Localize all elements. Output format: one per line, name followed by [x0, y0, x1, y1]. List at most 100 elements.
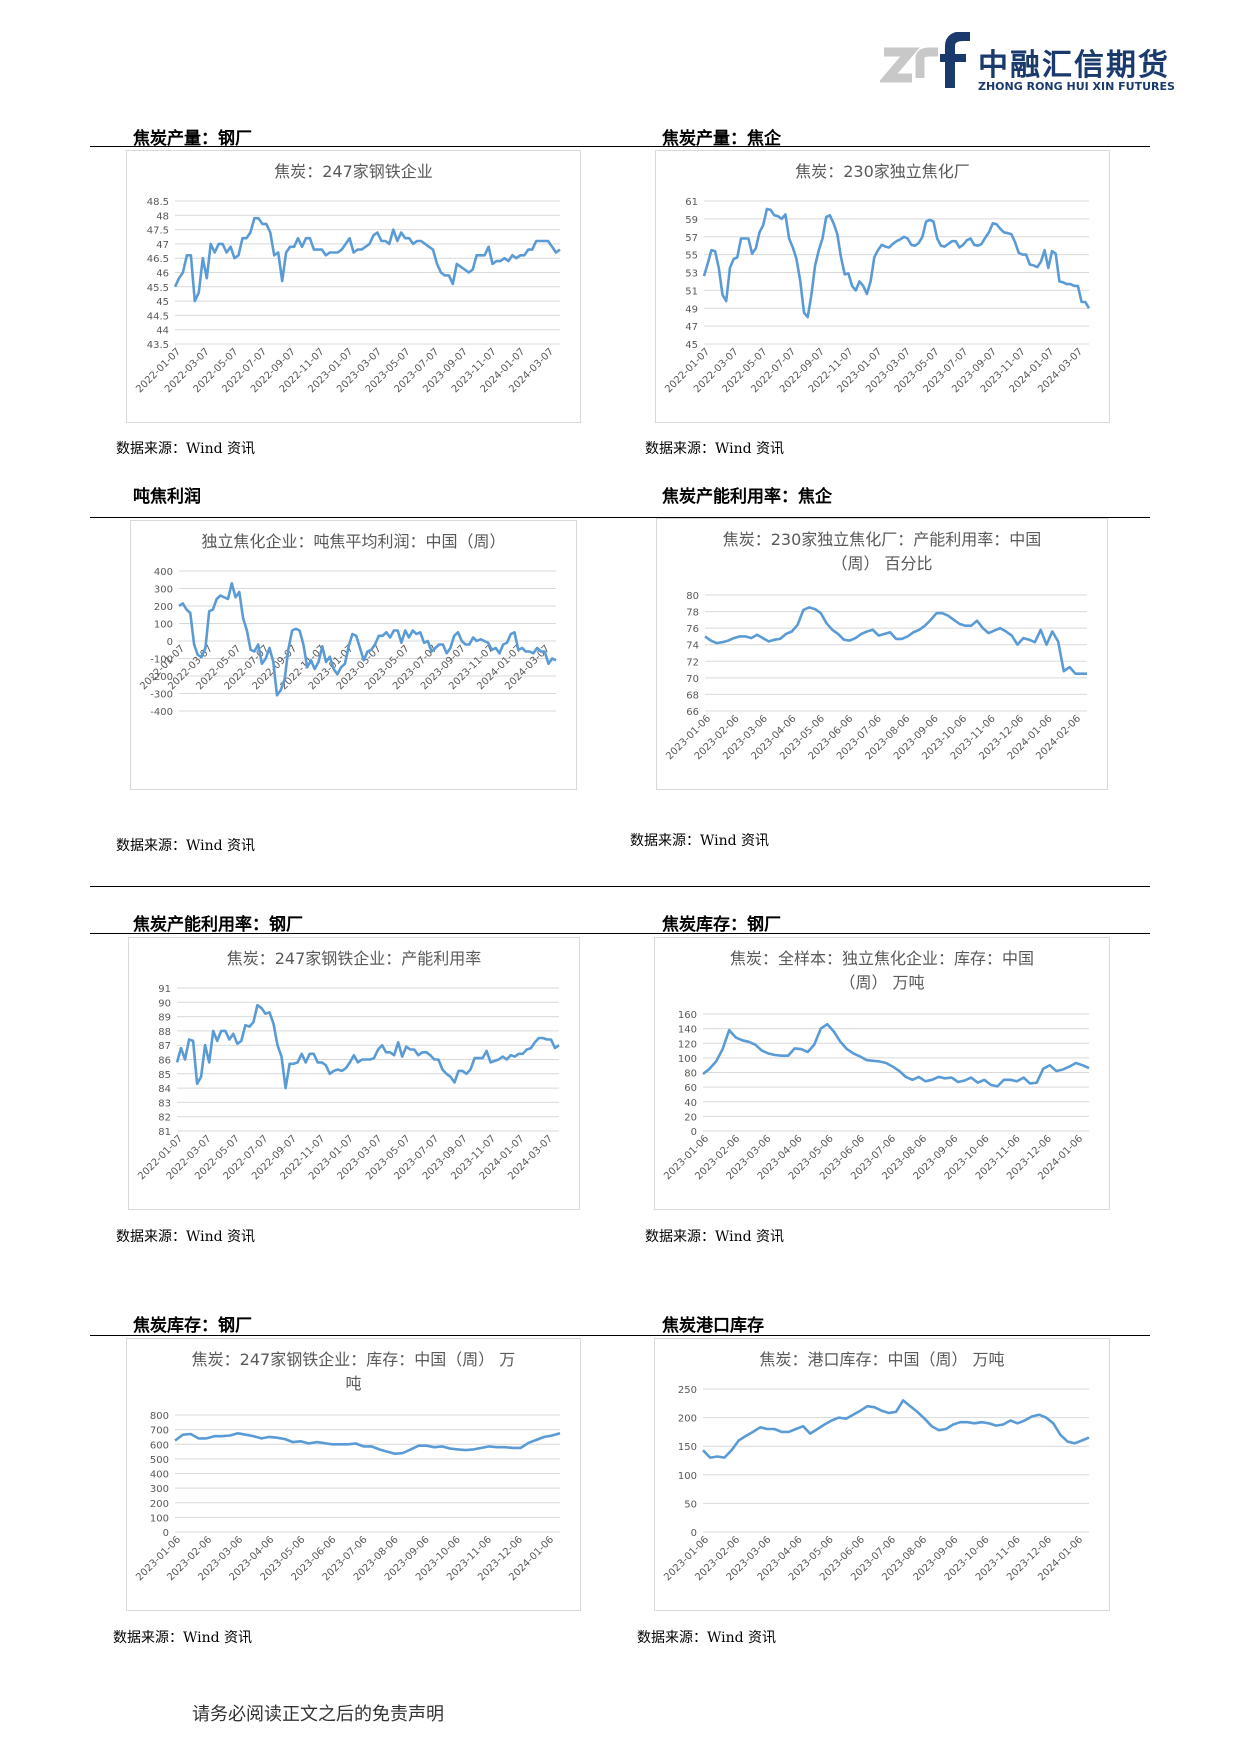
- chart-inventory-coking-plants: 焦炭：全样本：独立焦化企业：库存：中国 （周） 万吨 0 20 40 60 80 100 120…: [654, 937, 1110, 1210]
- y-tick-label: 90: [158, 998, 171, 1009]
- section-title: 焦炭产能利用率：焦企: [662, 487, 832, 507]
- section-title: 焦炭产量：钢厂: [133, 129, 252, 149]
- y-tick-label: 51: [685, 286, 698, 297]
- y-tick-label: 140: [678, 1025, 697, 1036]
- y-tick-label: 45: [685, 340, 698, 351]
- y-tick-label: 84: [158, 1084, 171, 1095]
- y-tick-label: 70: [686, 674, 699, 685]
- section-title: 焦炭产能利用率：钢厂: [133, 915, 303, 935]
- data-source-note: 数据来源：Wind 资讯: [630, 833, 770, 849]
- y-tick-label: 47.5: [147, 226, 169, 237]
- y-tick-label: 200: [150, 1499, 169, 1510]
- y-tick-label: 47: [156, 240, 169, 251]
- y-tick-label: 60: [684, 1083, 697, 1094]
- data-source-note: 数据来源：Wind 资讯: [645, 1229, 785, 1245]
- y-tick-label: 55: [685, 251, 698, 262]
- series-line: [174, 1432, 561, 1456]
- y-tick-label: -400: [150, 707, 173, 718]
- chart-title: 焦炭：港口库存：中国（周） 万吨: [759, 1350, 1004, 1369]
- chart-capacity-utilization-coking-plants: 焦炭：230家独立焦化厂：产能利用率：中国 （周） 百分比 66 68 70 72 74 76…: [656, 518, 1108, 790]
- y-tick-label: 120: [678, 1039, 697, 1050]
- y-tick-label: 700: [150, 1426, 169, 1437]
- y-tick-label: 44: [156, 326, 169, 337]
- chart-title: （周） 万吨: [839, 973, 924, 992]
- y-tick-label: 80: [684, 1069, 697, 1080]
- chart-title: 焦炭：230家独立焦化厂：产能利用率：中国: [723, 530, 1042, 549]
- y-tick-label: 800: [150, 1411, 169, 1422]
- section-divider: [90, 933, 1150, 934]
- line-chart-svg: 独立焦化企业：吨焦平均利润：中国（周） -400 -300 -200 -100 0 100 2…: [138, 532, 557, 718]
- data-source-note: 数据来源：Wind 资讯: [113, 1630, 253, 1646]
- y-tick-label: 400: [150, 1470, 169, 1481]
- y-tick-label: 100: [150, 1513, 169, 1524]
- line-chart-svg: 焦炭：230家独立焦化厂：产能利用率：中国 （周） 百分比 66 68 70 72 74 76…: [664, 530, 1087, 762]
- y-tick-label: 0: [167, 637, 173, 648]
- y-tick-label: 20: [684, 1112, 697, 1123]
- series-line: [702, 207, 1091, 319]
- data-source-note: 数据来源：Wind 资讯: [637, 1630, 777, 1646]
- y-tick-label: 43.5: [147, 340, 169, 351]
- y-tick-label: 45: [156, 297, 169, 308]
- chart-title: 焦炭：230家独立焦化厂: [795, 162, 970, 181]
- series-line: [173, 216, 561, 303]
- y-tick-label: 160: [678, 1010, 697, 1021]
- zrf-logo-mark-icon: [880, 32, 970, 88]
- y-tick-label: 0: [691, 1528, 697, 1539]
- section-title: 吨焦利润: [133, 487, 201, 507]
- line-chart-svg: 焦炭：247家钢铁企业：库存：中国（周） 万吨 0 100 200 300 400 500 6…: [134, 1350, 561, 1583]
- data-source-note: 数据来源：Wind 资讯: [645, 441, 785, 457]
- series-line: [702, 1399, 1090, 1459]
- y-tick-label: 200: [154, 602, 173, 613]
- y-tick-label: 0: [691, 1127, 697, 1138]
- chart-coke-output-steel-mills: 焦炭：247家钢铁企业 43.5 44 44.5 45 45.5 46 46.5 47 47.5 4…: [126, 150, 581, 423]
- section-title: 焦炭港口库存: [662, 1316, 764, 1336]
- y-tick-label: 500: [150, 1455, 169, 1466]
- y-tick-label: -100: [150, 655, 173, 666]
- y-tick-label: 47: [685, 322, 698, 333]
- y-tick-label: 68: [686, 690, 699, 701]
- logo-chinese-name: 中融汇信期货: [978, 48, 1170, 83]
- y-tick-label: 74: [686, 641, 699, 652]
- chart-title: 焦炭：247家钢铁企业：产能利用率: [227, 949, 482, 968]
- y-tick-label: 45.5: [147, 283, 169, 294]
- data-source-note: 数据来源：Wind 资讯: [116, 1229, 256, 1245]
- section-title: 焦炭产量：焦企: [662, 129, 781, 149]
- y-tick-label: 72: [686, 657, 699, 668]
- chart-inventory-steel-mills: 焦炭：247家钢铁企业：库存：中国（周） 万吨 0 100 200 300 400 500 6…: [126, 1338, 581, 1611]
- y-tick-label: 300: [150, 1484, 169, 1495]
- data-source-note: 数据来源：Wind 资讯: [116, 838, 256, 854]
- y-tick-label: 66: [686, 707, 699, 718]
- line-chart-svg: 焦炭：港口库存：中国（周） 万吨0501001502002502023-01-0…: [662, 1350, 1090, 1583]
- y-tick-label: 91: [158, 984, 171, 995]
- y-tick-label: 0: [163, 1528, 169, 1539]
- chart-title: 吨: [345, 1374, 361, 1393]
- y-tick-label: 100: [678, 1054, 697, 1065]
- section-divider: [90, 517, 1150, 518]
- data-source-note: 数据来源：Wind 资讯: [116, 441, 256, 457]
- section-divider: [90, 146, 1150, 147]
- disclaimer-footer: 请务必阅读正文之后的免责声明: [192, 1704, 444, 1725]
- y-tick-label: 44.5: [147, 311, 169, 322]
- y-tick-label: -200: [150, 672, 173, 683]
- y-tick-label: 89: [158, 1013, 171, 1024]
- y-tick-label: 600: [150, 1440, 169, 1451]
- y-tick-label: 85: [158, 1070, 171, 1081]
- y-tick-label: 400: [154, 567, 173, 578]
- y-tick-label: 83: [158, 1098, 171, 1109]
- chart-port-inventory: 焦炭：港口库存：中国（周） 万吨 0 50 100 150 200 250 2023-01-0…: [654, 1338, 1110, 1611]
- y-tick-label: 76: [686, 624, 699, 635]
- chart-capacity-utilization-steel-mills: 焦炭：247家钢铁企业：产能利用率 81 82 83 84 85 86 87 88 89 90 91 2…: [128, 937, 580, 1210]
- y-tick-label: 46.5: [147, 254, 169, 265]
- section-title: 焦炭库存：钢厂: [662, 915, 781, 935]
- y-tick-label: 78: [686, 608, 699, 619]
- line-chart-svg: 焦炭：247家钢铁企业 43.5 44 44.5 45 45.5 46 46.5 47 47.5 4…: [134, 162, 561, 395]
- line-chart-svg: 焦炭：230家独立焦化厂4547495153555759612022-01-07…: [663, 162, 1091, 395]
- y-tick-label: 48.5: [147, 197, 169, 208]
- section-title: 焦炭库存：钢厂: [133, 1316, 252, 1336]
- chart-title: 焦炭：全样本：独立焦化企业：库存：中国: [730, 949, 1034, 968]
- y-tick-label: 100: [154, 620, 173, 631]
- chart-title: 焦炭：247家钢铁企业: [274, 162, 433, 181]
- y-tick-label: 59: [685, 215, 698, 226]
- y-tick-label: 200: [678, 1414, 697, 1425]
- chart-title: 独立焦化企业：吨焦平均利润：中国（周）: [201, 532, 505, 551]
